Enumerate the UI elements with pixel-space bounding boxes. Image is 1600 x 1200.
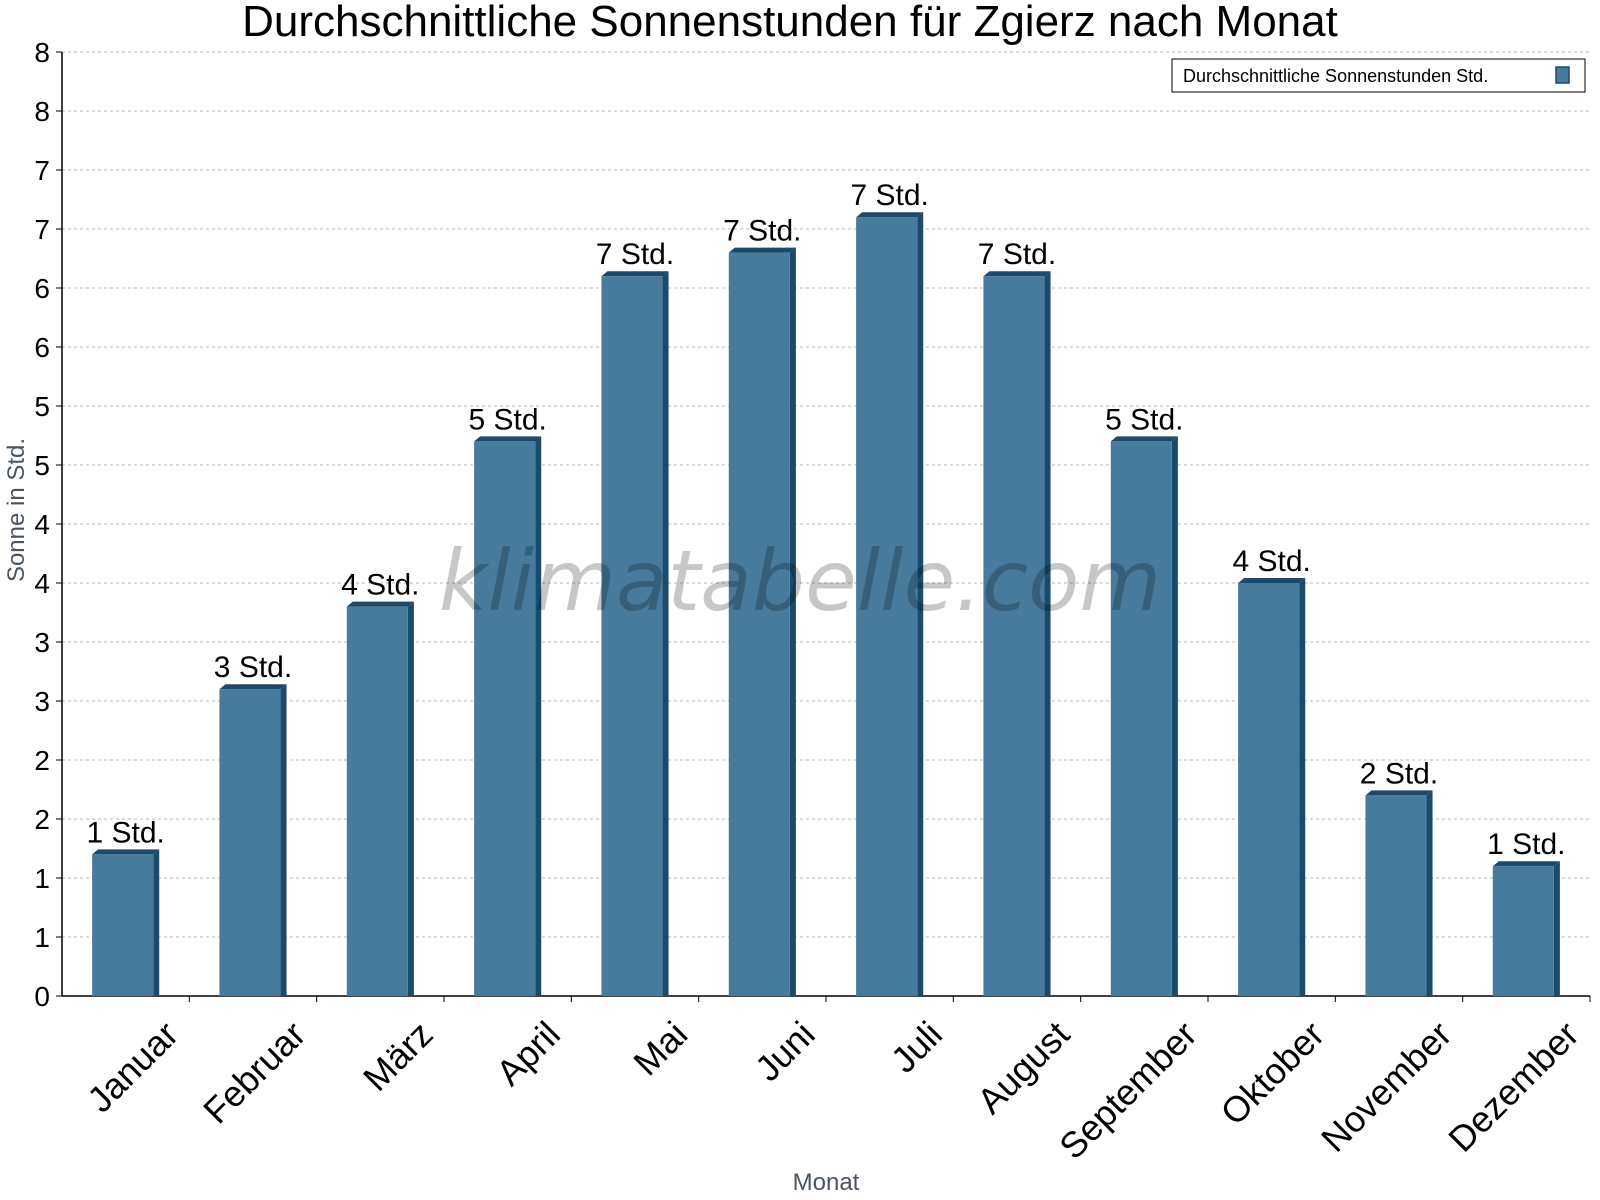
bar-side	[1426, 790, 1433, 996]
bar-top	[219, 684, 287, 690]
bar	[1110, 441, 1172, 996]
bar-side	[1553, 861, 1560, 996]
data-label: 7 Std.	[596, 238, 674, 271]
bar-top	[1110, 436, 1178, 442]
bar	[728, 252, 790, 997]
bar-top	[474, 436, 542, 442]
bar-side	[1044, 271, 1051, 996]
bar-top	[1365, 790, 1433, 796]
data-label: 4 Std.	[341, 569, 419, 602]
bar	[474, 441, 536, 996]
data-label: 5 Std.	[468, 403, 546, 436]
y-tick-label: 7	[34, 214, 50, 245]
bar-side	[1299, 578, 1306, 996]
data-label: 7 Std.	[850, 179, 928, 212]
y-tick-label: 0	[34, 981, 50, 1012]
bar-side	[407, 601, 414, 996]
bars: 1 Std. 3 Std. 4 Std. 5 Std. 7 Std. 7 Std. 7 St…	[86, 179, 1566, 997]
bar	[219, 689, 281, 996]
y-tick-label: 6	[34, 273, 50, 304]
x-tick-label: Februar	[195, 1013, 313, 1131]
bar-top	[92, 849, 160, 855]
y-tick-label: 8	[34, 37, 50, 68]
bar-top	[983, 271, 1051, 277]
bar-side	[917, 212, 924, 996]
y-tick-label: 7	[34, 155, 50, 186]
data-label: 1 Std.	[1487, 828, 1565, 861]
bar	[601, 276, 663, 996]
data-label: 2 Std.	[1360, 757, 1438, 790]
y-tick-label: 6	[34, 332, 50, 363]
y-tick-label: 5	[34, 391, 50, 422]
x-tick-label: Juni	[747, 1013, 823, 1089]
bar	[1492, 866, 1554, 996]
bar-top	[856, 212, 924, 218]
bar-top	[346, 601, 414, 607]
x-axis-ticks: Januar Februar März April Mai Juni Juli AugustS…	[79, 996, 1591, 1167]
x-tick-label: November	[1313, 1013, 1459, 1159]
bar	[856, 217, 918, 996]
y-tick-label: 3	[34, 627, 50, 658]
y-tick-label: 8	[34, 96, 50, 127]
y-tick-label: 1	[34, 922, 50, 953]
x-tick-label: März	[355, 1013, 441, 1099]
bar-side	[1171, 436, 1178, 996]
x-tick-label: Oktober	[1212, 1013, 1332, 1133]
y-tick-label: 5	[34, 450, 50, 481]
bar	[1238, 583, 1300, 996]
bar-side	[153, 849, 160, 996]
bar	[346, 606, 408, 996]
x-tick-label: Dezember	[1440, 1013, 1586, 1159]
data-label: 7 Std.	[978, 238, 1056, 271]
x-tick-label: Juli	[883, 1013, 950, 1080]
x-tick-label: April	[488, 1013, 568, 1093]
x-tick-label: Mai	[625, 1013, 695, 1083]
y-tick-label: 2	[34, 745, 50, 776]
data-label: 1 Std.	[86, 816, 164, 849]
data-label: 3 Std.	[214, 651, 292, 684]
legend: Durchschnittliche Sonnenstunden Std.	[1171, 58, 1586, 93]
bar	[1365, 795, 1427, 996]
bar-side	[280, 684, 287, 996]
bar-top	[728, 247, 796, 253]
data-label: 7 Std.	[723, 215, 801, 248]
bar	[983, 276, 1045, 996]
data-label: 4 Std.	[1232, 545, 1310, 578]
bar-top	[601, 271, 669, 277]
legend-swatch	[1555, 66, 1570, 84]
y-axis-label: Sonne in Std.	[3, 438, 30, 582]
x-axis-label: Monat	[793, 1169, 860, 1196]
chart-title: Durchschnittliche Sonnenstunden für Zgie…	[242, 0, 1338, 46]
watermark: klimatabelle.com	[439, 532, 1162, 630]
legend-label: Durchschnittliche Sonnenstunden Std.	[1183, 66, 1488, 86]
y-tick-label: 1	[34, 863, 50, 894]
bar	[92, 854, 154, 996]
bar-top	[1238, 578, 1306, 583]
legend-box	[1171, 58, 1586, 93]
x-tick-label: August	[969, 1013, 1077, 1121]
bar-top	[1492, 861, 1560, 867]
bar-side	[535, 436, 542, 996]
y-tick-label: 3	[34, 686, 50, 717]
x-tick-label: Januar	[79, 1013, 186, 1120]
y-tick-label: 4	[34, 509, 50, 540]
y-tick-label: 2	[34, 804, 50, 835]
x-tick-label: September	[1051, 1013, 1205, 1167]
y-axis-ticks: 0 1 1 2 2 3 3 4 4 5 5 6 6 7 7 8 8	[34, 37, 62, 1012]
grid-lines	[62, 51, 1590, 938]
bar-side	[789, 247, 796, 997]
data-label: 5 Std.	[1105, 403, 1183, 436]
bar-side	[662, 271, 669, 996]
y-tick-label: 4	[34, 568, 50, 599]
